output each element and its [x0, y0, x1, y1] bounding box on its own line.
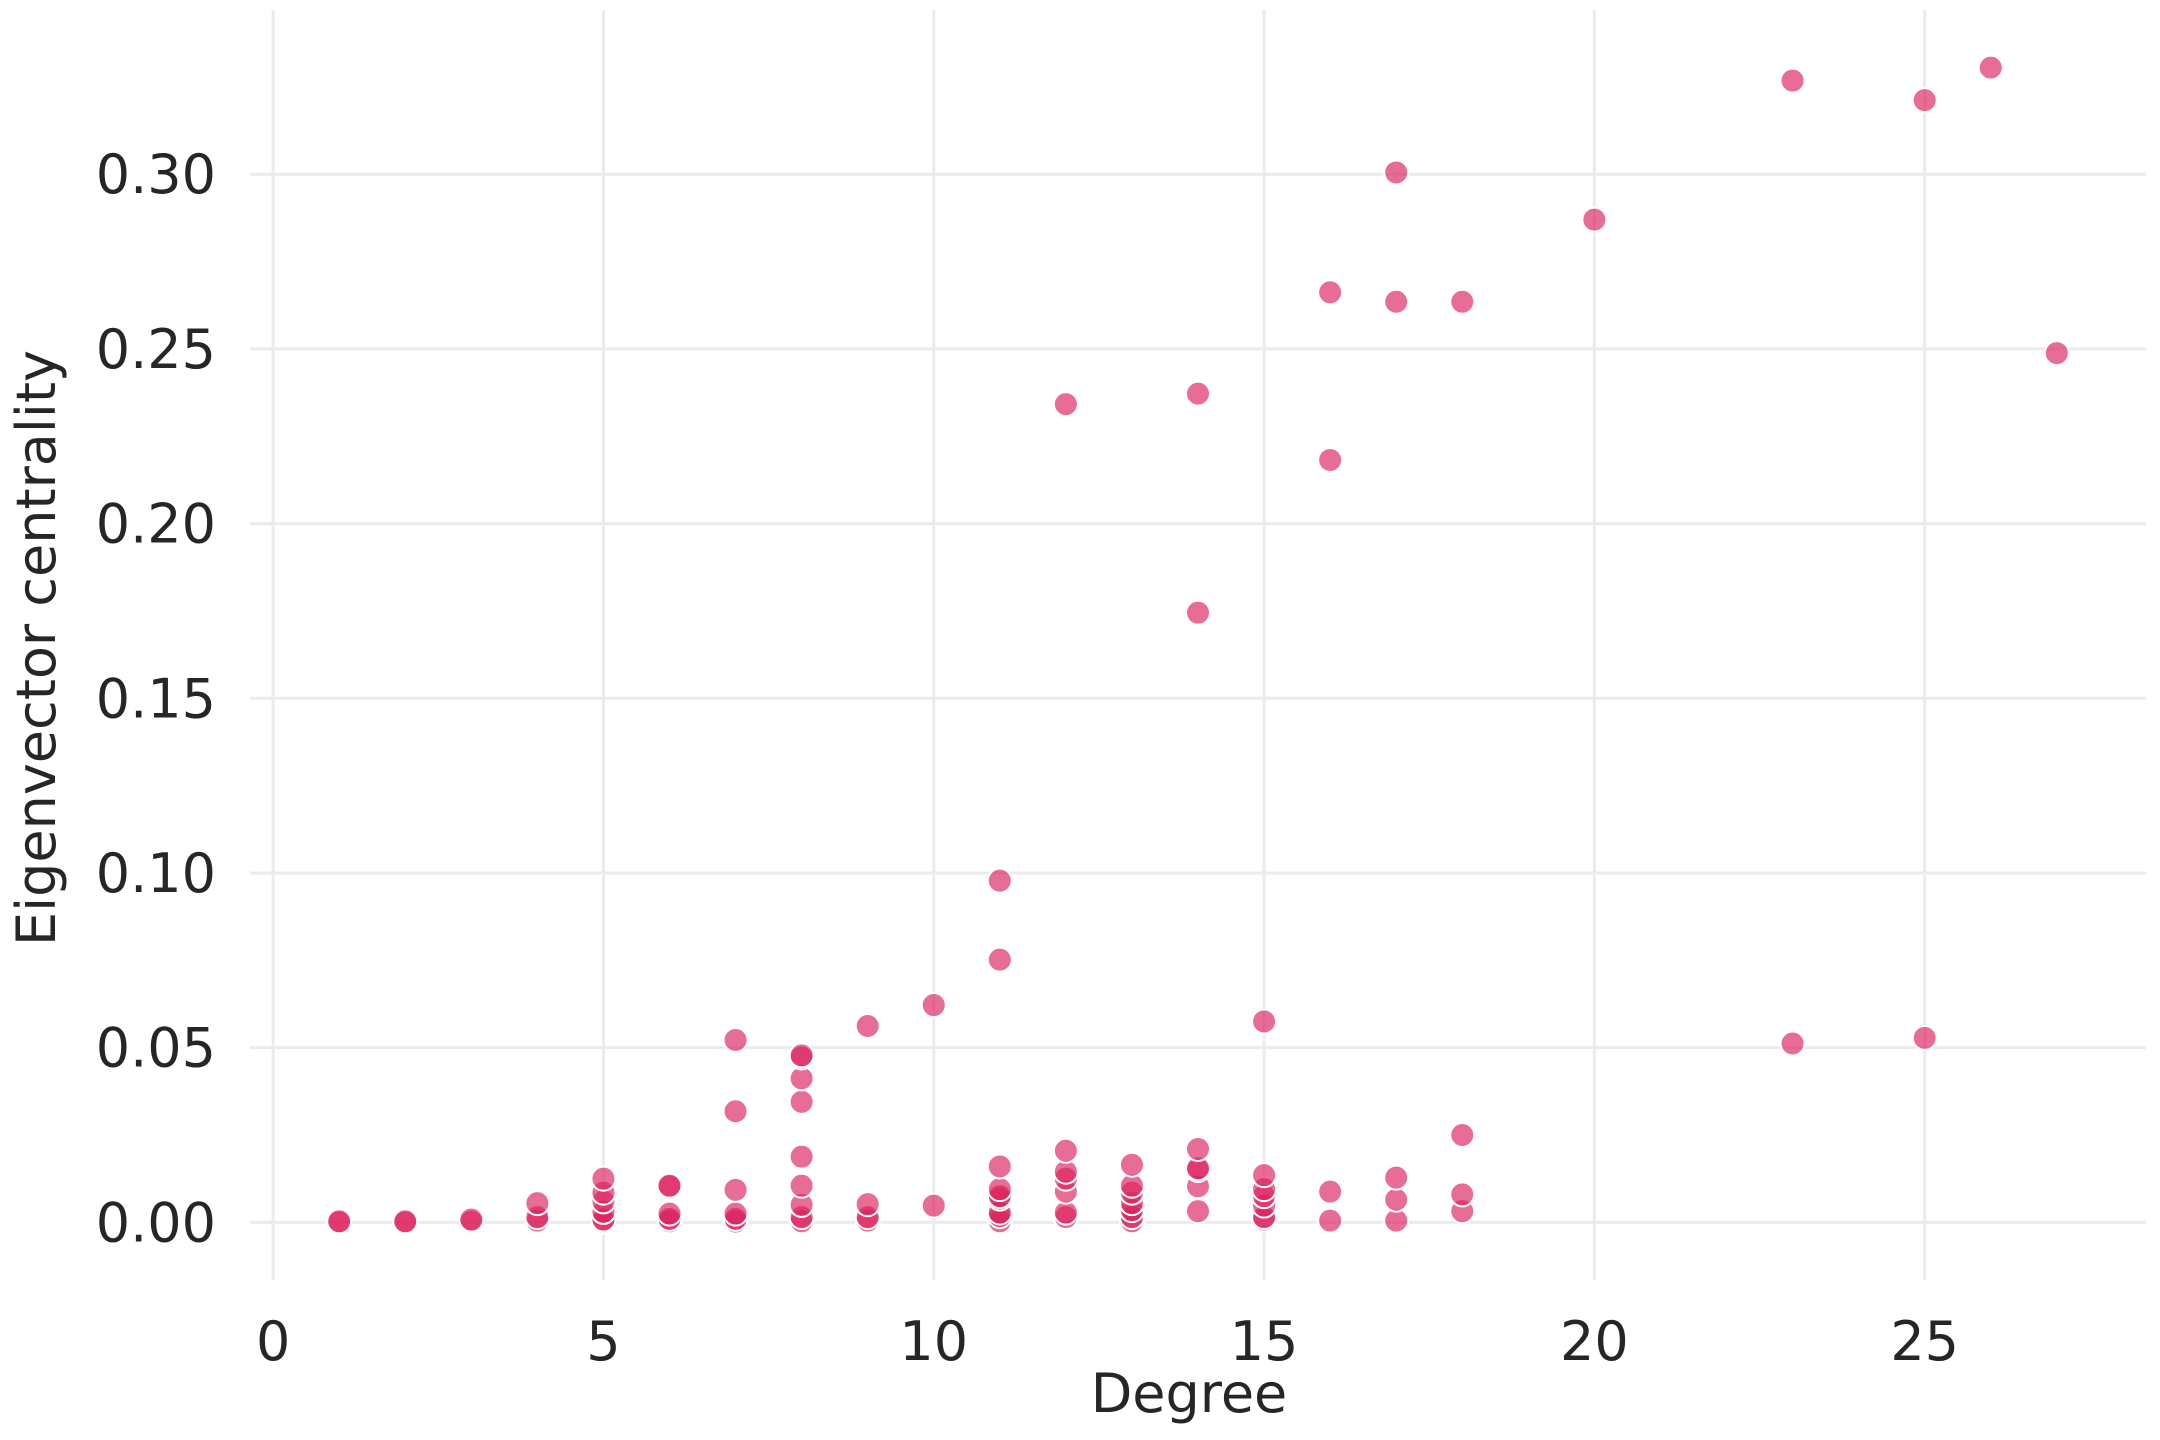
- scatter-point: [986, 1176, 1013, 1203]
- scatter-point: [1911, 87, 1938, 114]
- scatter-point: [722, 1098, 749, 1125]
- y-tick-label: 0.05: [96, 1017, 216, 1080]
- scatter-point: [722, 1176, 749, 1203]
- data-points: [326, 54, 2070, 1236]
- scatter-point: [392, 1208, 419, 1235]
- scatter-point: [1449, 1181, 1476, 1208]
- scatter-point: [788, 1172, 815, 1199]
- scatter-point: [458, 1206, 485, 1233]
- scatter-point: [722, 1026, 749, 1053]
- scatter-point: [1383, 159, 1410, 186]
- scatter-point: [326, 1208, 353, 1235]
- scatter-point: [920, 1192, 947, 1219]
- scatter-point: [1449, 288, 1476, 315]
- grid: [250, 10, 2146, 1280]
- scatter-point: [1185, 599, 1211, 626]
- scatter-point: [1977, 54, 2004, 81]
- scatter-point: [1185, 1135, 1211, 1162]
- x-tick-label: 25: [1890, 1310, 1959, 1373]
- x-axis-label: Degree: [1091, 1362, 1288, 1425]
- scatter-point: [788, 1088, 815, 1115]
- scatter-point: [656, 1172, 683, 1199]
- scatter-point: [1317, 1178, 1344, 1205]
- scatter-point: [1317, 279, 1344, 306]
- scatter-point: [1185, 1198, 1211, 1225]
- scatter-point: [1185, 380, 1211, 407]
- x-tick-label: 5: [586, 1310, 620, 1373]
- y-tick-label: 0.20: [96, 493, 216, 556]
- scatter-point: [788, 1143, 815, 1170]
- scatter-point: [1052, 391, 1079, 418]
- scatter-point: [1581, 206, 1608, 233]
- scatter-point: [1779, 1030, 1806, 1057]
- scatter-point: [1779, 67, 1806, 94]
- x-tick-label: 15: [1230, 1310, 1299, 1373]
- scatter-point: [1383, 1164, 1410, 1191]
- y-tick-label: 0.15: [96, 667, 216, 730]
- x-tick-label: 20: [1560, 1310, 1629, 1373]
- x-tick-labels: 0 5 10 15 20 25: [256, 1310, 1959, 1373]
- scatter-point: [1911, 1024, 1938, 1051]
- scatter-point: [1383, 1186, 1410, 1213]
- scatter-point: [2043, 340, 2070, 367]
- scatter-point: [1052, 1137, 1079, 1164]
- scatter-point: [788, 1042, 815, 1069]
- scatter-point: [1383, 288, 1410, 315]
- y-axis-label: Eigenvector centrality: [5, 350, 68, 946]
- scatter-point: [656, 1200, 683, 1227]
- scatter-point: [920, 992, 947, 1019]
- scatter-point: [1118, 1151, 1145, 1178]
- scatter-point: [1449, 1122, 1476, 1149]
- scatter-point: [854, 1191, 881, 1218]
- scatter-point: [986, 1153, 1013, 1180]
- y-tick-label: 0.00: [96, 1191, 216, 1254]
- x-tick-label: 0: [256, 1310, 290, 1373]
- y-tick-label: 0.30: [96, 143, 216, 206]
- scatter-point: [986, 867, 1013, 894]
- scatter-point: [722, 1200, 749, 1227]
- scatter-point: [1251, 1162, 1278, 1189]
- scatter-point: [1251, 1008, 1278, 1035]
- y-tick-label: 0.25: [96, 318, 216, 381]
- scatter-point: [590, 1165, 617, 1192]
- scatter-point: [854, 1013, 881, 1039]
- scatter-point: [1317, 447, 1344, 474]
- scatter-point: [986, 946, 1013, 973]
- x-tick-label: 10: [899, 1310, 968, 1373]
- y-tick-label: 0.10: [96, 842, 216, 905]
- y-tick-labels: 0.00 0.05 0.10 0.15 0.20 0.25 0.30: [96, 143, 216, 1254]
- scatter-point: [1317, 1207, 1344, 1234]
- scatter-point: [524, 1190, 551, 1217]
